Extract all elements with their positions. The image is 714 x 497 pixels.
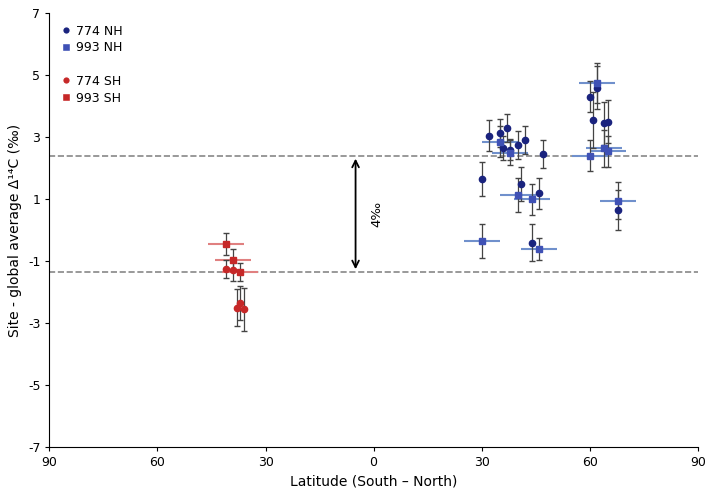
Y-axis label: Site - global average Δ¹⁴C (‰): Site - global average Δ¹⁴C (‰) (9, 124, 22, 337)
Legend: 774 NH, 993 NH, , 774 SH, 993 SH: 774 NH, 993 NH, , 774 SH, 993 SH (56, 19, 127, 109)
X-axis label: Latitude (South – North): Latitude (South – North) (290, 475, 457, 489)
Text: 4‰: 4‰ (370, 201, 383, 227)
